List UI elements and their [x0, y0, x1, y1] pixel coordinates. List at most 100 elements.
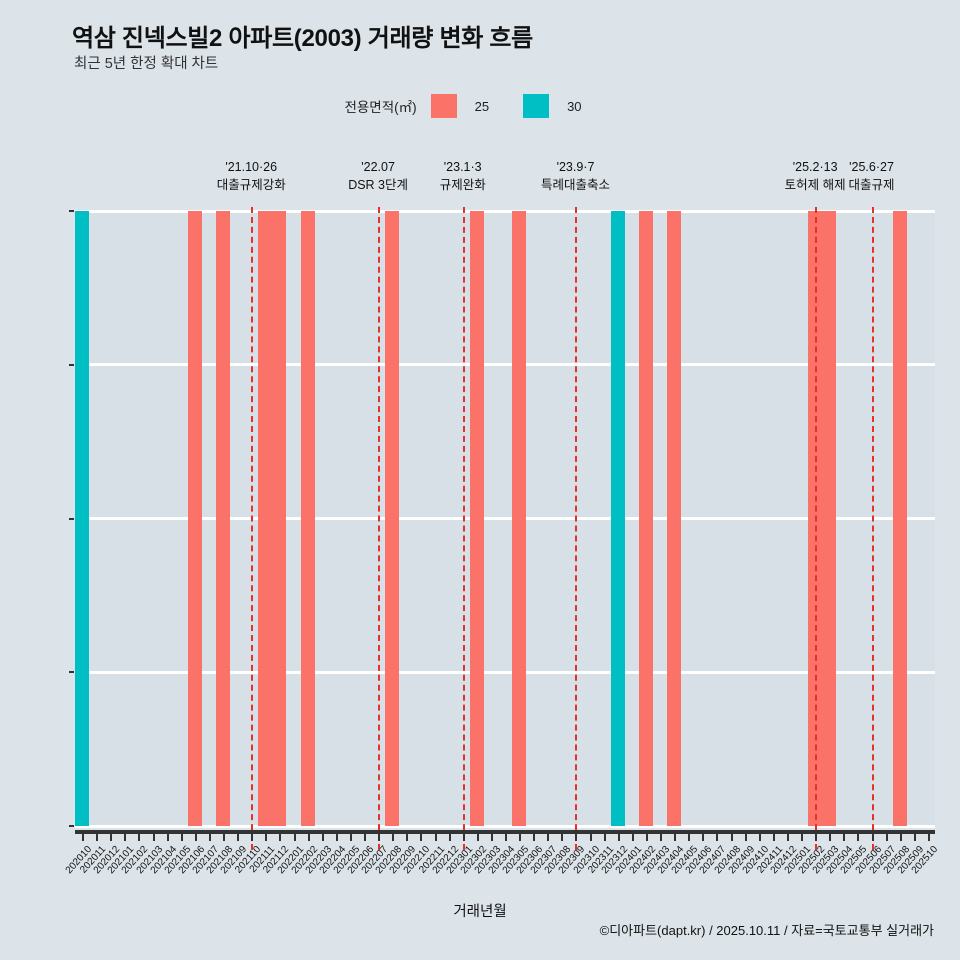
bar[interactable]	[469, 211, 484, 826]
legend-label-25: 25	[474, 98, 490, 114]
x-axis-line: 202010 202011 202012 202101 202102 202103 2021…	[64, 830, 940, 876]
x-axis-tick-mark	[279, 830, 282, 841]
bar[interactable]	[638, 211, 653, 826]
x-axis-tick-mark	[730, 830, 733, 841]
event-annotation-text: DSR 3단계	[348, 178, 409, 193]
x-axis-tick-mark	[321, 830, 324, 841]
chart-title: 역삼 진넥스빌2 아파트(2003) 거래량 변화 흐름	[72, 25, 533, 52]
bar[interactable]	[300, 211, 315, 826]
event-annotation: '23.1·3 규제완화	[393, 158, 533, 194]
x-axis-label: 거래년월	[453, 904, 507, 920]
event-line	[871, 207, 874, 850]
x-axis-tick-mark	[603, 830, 606, 841]
bar[interactable]	[892, 211, 907, 826]
x-axis-tick-mark	[575, 830, 578, 841]
grid-line	[75, 363, 935, 367]
legend-swatch-30	[523, 94, 550, 118]
event-annotation-date: '25.2·13	[792, 160, 838, 174]
legend-label-30: 30	[567, 98, 582, 114]
x-axis-tick-mark	[251, 830, 254, 841]
event-line	[575, 207, 578, 850]
event-line	[815, 207, 818, 850]
bar[interactable]	[216, 211, 231, 826]
chart-subtitle: 최근 5년 한정 확대 차트	[74, 56, 219, 72]
event-annotation: '25.2·13 토허제 해제	[745, 158, 885, 194]
bar[interactable]	[272, 211, 287, 826]
bar[interactable]	[258, 211, 273, 826]
event-annotation-date: '23.9·7	[556, 160, 595, 174]
legend-title: 전용면적(㎡)	[344, 100, 417, 115]
x-axis-tick-mark	[307, 830, 310, 841]
x-axis-tick-mark	[772, 830, 775, 841]
grid-line	[75, 824, 935, 828]
x-axis-tick-mark	[462, 830, 465, 841]
x-axis-tick-mark	[561, 830, 564, 841]
grid-line	[75, 517, 935, 520]
x-axis-tick-mark	[349, 830, 352, 841]
x-axis-tick-mark	[702, 830, 705, 841]
bar[interactable]	[610, 211, 625, 826]
event-line	[462, 207, 465, 850]
x-axis-tick-mark	[138, 830, 141, 841]
bar[interactable]	[667, 211, 682, 826]
event-annotation-date: '25.6·27	[849, 160, 894, 174]
x-axis-tick-mark	[265, 830, 268, 841]
event-annotation-text: 토허제 해제	[784, 178, 846, 193]
grid-line	[75, 670, 935, 674]
x-axis-tick-mark	[378, 830, 381, 841]
legend-item-25[interactable]: 25	[430, 94, 519, 118]
x-axis-tick-mark	[688, 830, 691, 841]
x-axis-tick-mark	[758, 830, 761, 841]
event-annotation: '25.6·27 대출규제	[802, 158, 942, 194]
event-line	[251, 207, 254, 850]
x-axis-tick-mark	[829, 830, 832, 841]
event-annotation-date: '22.07	[361, 160, 395, 174]
x-axis-tick-mark	[335, 830, 338, 841]
x-axis-tick-mark	[815, 830, 818, 841]
x-axis-tick-mark	[660, 830, 663, 841]
x-axis-tick-mark	[448, 830, 451, 841]
x-axis-tick-mark	[124, 830, 127, 841]
y-axis-tick-mark	[69, 363, 74, 366]
x-axis-tick-mark	[871, 830, 874, 841]
x-axis-tick-mark	[547, 830, 550, 841]
x-axis-tick-mark	[674, 830, 677, 841]
bar[interactable]	[187, 211, 202, 826]
x-axis-tick-mark	[476, 830, 479, 841]
x-axis-tick-mark	[927, 830, 930, 841]
x-axis-tick-mark	[194, 830, 197, 841]
x-axis-tick-mark	[645, 830, 648, 841]
event-annotation-text: 규제완화	[439, 178, 486, 193]
legend-item-30[interactable]: 30	[523, 94, 611, 118]
bar[interactable]	[512, 211, 527, 826]
bar[interactable]	[75, 211, 90, 826]
event-annotation-text: 대출규제	[848, 178, 895, 193]
event-annotation: '21.10·26 대출규제강화	[181, 158, 321, 194]
event-annotation-date: '21.10·26	[225, 160, 278, 174]
bar[interactable]	[385, 211, 400, 826]
x-axis-tick-mark	[857, 830, 860, 841]
x-axis-tick-mark	[82, 830, 85, 841]
x-axis-tick-mark	[843, 830, 846, 841]
x-axis-tick-mark	[744, 830, 747, 841]
y-axis-tick-mark	[69, 825, 74, 827]
plot-area: 0.000.250.500.751.00	[69, 207, 935, 850]
x-axis-tick-mark	[223, 830, 226, 841]
x-axis-tick-mark	[899, 830, 902, 841]
event-annotation-text: 특례대출축소	[540, 178, 610, 193]
grid-line	[75, 209, 935, 213]
event-annotation: '22.07 DSR 3단계	[308, 158, 448, 194]
x-axis-tick-mark	[786, 830, 789, 841]
x-axis-tick-mark	[180, 830, 183, 841]
x-axis-tick-mark	[152, 830, 155, 841]
x-axis-tick-mark	[617, 830, 620, 841]
x-axis-tick-mark	[589, 830, 592, 841]
footer-credit: ©디아파트(dapt.kr) / 2025.10.11 / 자료=국토교통부 실…	[599, 923, 934, 938]
x-axis-tick-mark	[519, 830, 522, 841]
x-axis-tick-mark	[110, 830, 113, 841]
event-annotation: '23.9·7 특례대출축소	[505, 158, 645, 194]
x-axis-tick-mark	[237, 830, 240, 841]
bar[interactable]	[822, 211, 837, 826]
x-axis-tick-mark	[716, 830, 719, 841]
legend-swatch-25	[430, 94, 457, 118]
